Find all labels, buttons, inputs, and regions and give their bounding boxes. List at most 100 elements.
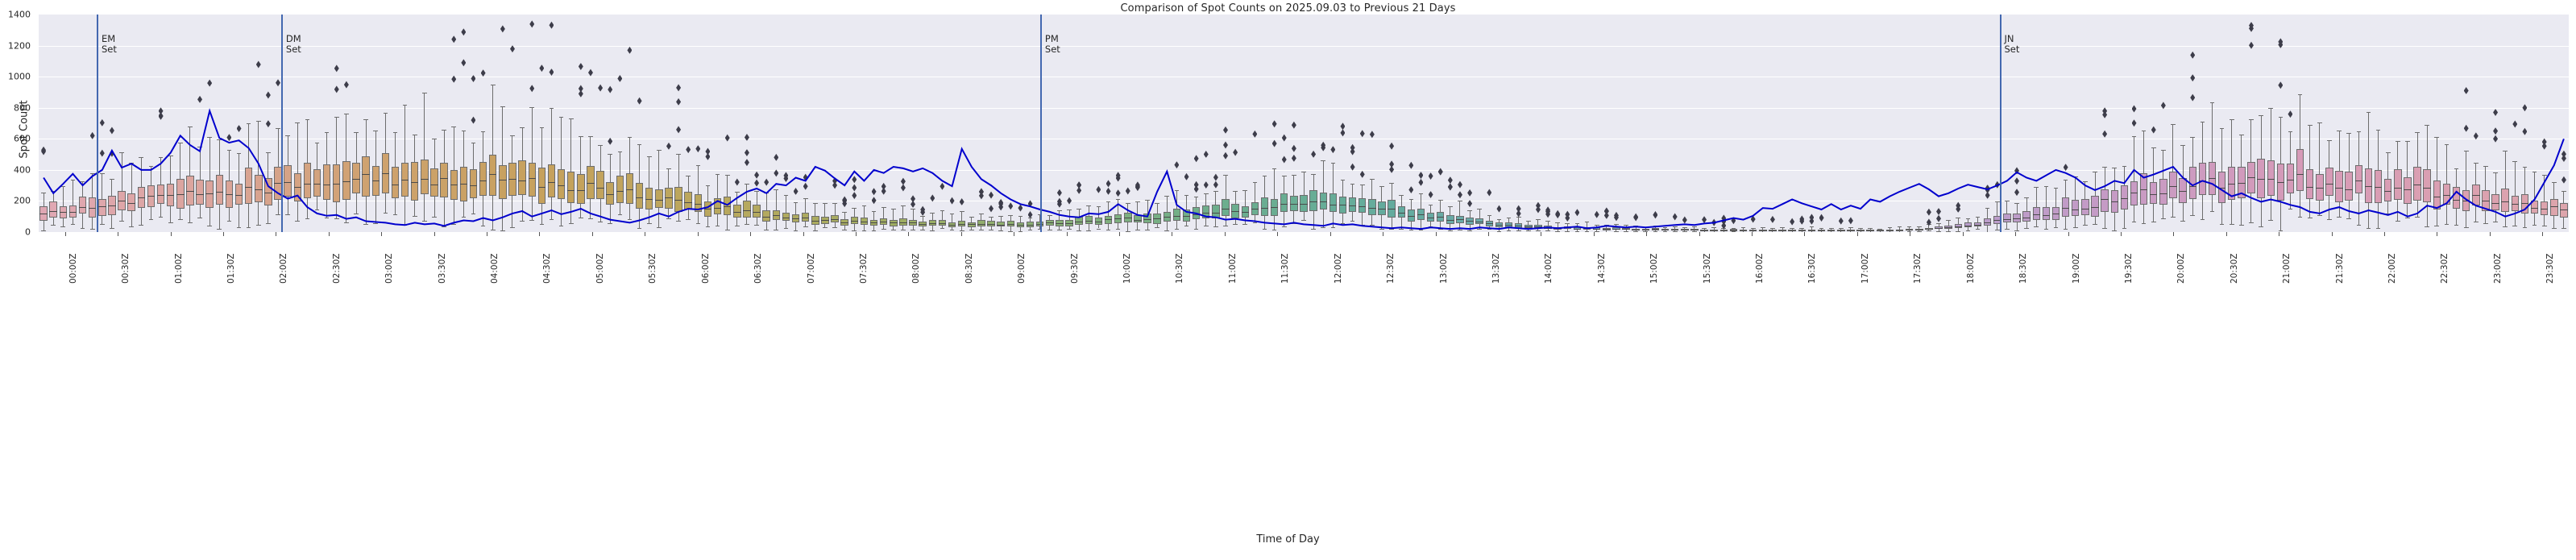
- box: [1163, 212, 1171, 222]
- whisker-cap: [2396, 140, 2400, 142]
- whisker-cap: [930, 213, 935, 214]
- outlier-point: [1281, 134, 1287, 142]
- whisker-cap: [305, 119, 310, 121]
- whisker-cap: [2503, 226, 2508, 228]
- box: [1524, 224, 1533, 228]
- x-tick-label: 13:00Z: [1438, 253, 1449, 284]
- box-median: [166, 195, 175, 197]
- outlier-point: [754, 171, 760, 179]
- box: [2169, 172, 2177, 198]
- whisker-cap: [1311, 174, 1316, 176]
- box-median: [1368, 208, 1376, 209]
- box-median: [469, 185, 478, 186]
- whisker-cap: [1565, 223, 1570, 225]
- whisker-cap: [627, 219, 633, 221]
- outlier-point: [832, 181, 838, 189]
- whisker-cap: [1135, 201, 1140, 202]
- whisker-cap: [2034, 226, 2039, 228]
- outlier-point: [1311, 150, 1317, 158]
- box: [987, 221, 995, 227]
- box: [2120, 185, 2129, 210]
- outlier-point: [1750, 215, 1756, 223]
- box: [645, 188, 653, 209]
- box: [2413, 167, 2421, 201]
- outlier-point: [1545, 206, 1551, 214]
- outlier-point: [998, 203, 1004, 211]
- outlier-point: [480, 69, 486, 77]
- x-tick-label: 23:00Z: [2492, 253, 2503, 284]
- whisker-cap: [2014, 202, 2019, 204]
- x-tick-mark: [1224, 232, 1226, 236]
- x-tick-mark: [1119, 232, 1121, 236]
- box: [977, 220, 985, 227]
- outlier-point: [1653, 211, 1658, 219]
- whisker-cap: [2180, 144, 2185, 146]
- outlier-point: [1565, 214, 1570, 222]
- whisker-cap: [1790, 227, 1794, 229]
- outlier-point: [587, 68, 593, 77]
- box-median: [723, 206, 732, 208]
- whisker-cap: [1614, 231, 1619, 232]
- box-median: [537, 186, 546, 188]
- whisker-cap: [2219, 224, 2225, 226]
- whisker-cap: [1311, 229, 1316, 230]
- box-median: [997, 224, 1005, 226]
- whisker-cap: [2209, 102, 2215, 103]
- whisker-cap: [881, 229, 886, 230]
- box-median: [919, 224, 927, 226]
- outlier-point: [1633, 213, 1639, 221]
- box: [440, 163, 448, 198]
- whisker-cap: [2200, 219, 2205, 221]
- whisker-cap: [529, 107, 535, 109]
- box-median: [1710, 230, 1718, 231]
- box-median: [186, 191, 194, 193]
- box: [313, 169, 321, 197]
- outlier-point: [207, 79, 213, 87]
- whisker-cap: [99, 224, 105, 226]
- whisker-cap: [295, 220, 301, 222]
- whisker-cap: [510, 227, 515, 229]
- whisker-cap: [158, 156, 164, 158]
- box-median: [2169, 185, 2177, 187]
- whisker-cap: [217, 139, 222, 141]
- box: [2032, 207, 2040, 221]
- box-median: [957, 223, 966, 225]
- whisker-cap: [1399, 195, 1404, 197]
- outlier-point: [2248, 22, 2254, 30]
- box-median: [1016, 225, 1025, 226]
- outlier-point: [774, 169, 779, 177]
- box-median: [459, 183, 468, 185]
- box-whisker: [1108, 201, 1110, 230]
- box-median: [2452, 200, 2461, 201]
- outlier-point: [676, 126, 682, 134]
- box: [2442, 184, 2451, 205]
- x-tick-mark: [855, 232, 857, 236]
- box-median: [1456, 219, 1464, 221]
- outlier-point: [920, 205, 926, 214]
- outlier-point: [1603, 207, 1609, 215]
- x-tick-mark: [1329, 232, 1331, 236]
- box: [98, 199, 106, 216]
- outlier-point: [1359, 170, 1365, 178]
- outlier-point: [2278, 81, 2284, 89]
- box: [1319, 192, 1327, 210]
- annotation-label: DM Set: [285, 33, 301, 55]
- whisker-cap: [1096, 205, 1101, 207]
- box-median: [137, 197, 146, 199]
- box-median: [1153, 218, 1161, 220]
- box-whisker: [2544, 174, 2545, 226]
- box-whisker: [570, 118, 572, 224]
- whisker-cap: [852, 207, 857, 209]
- box-median: [1748, 230, 1757, 231]
- whisker-cap: [734, 191, 740, 193]
- box-median: [2159, 193, 2167, 195]
- box-median: [215, 192, 223, 193]
- x-tick-label: 09:30Z: [1069, 253, 1080, 284]
- x-tick-mark: [2120, 232, 2122, 236]
- box-median: [1700, 230, 1708, 231]
- box: [391, 167, 400, 199]
- box-median: [196, 194, 204, 196]
- outlier-point: [1487, 189, 1492, 197]
- box: [186, 175, 194, 205]
- box: [342, 161, 351, 200]
